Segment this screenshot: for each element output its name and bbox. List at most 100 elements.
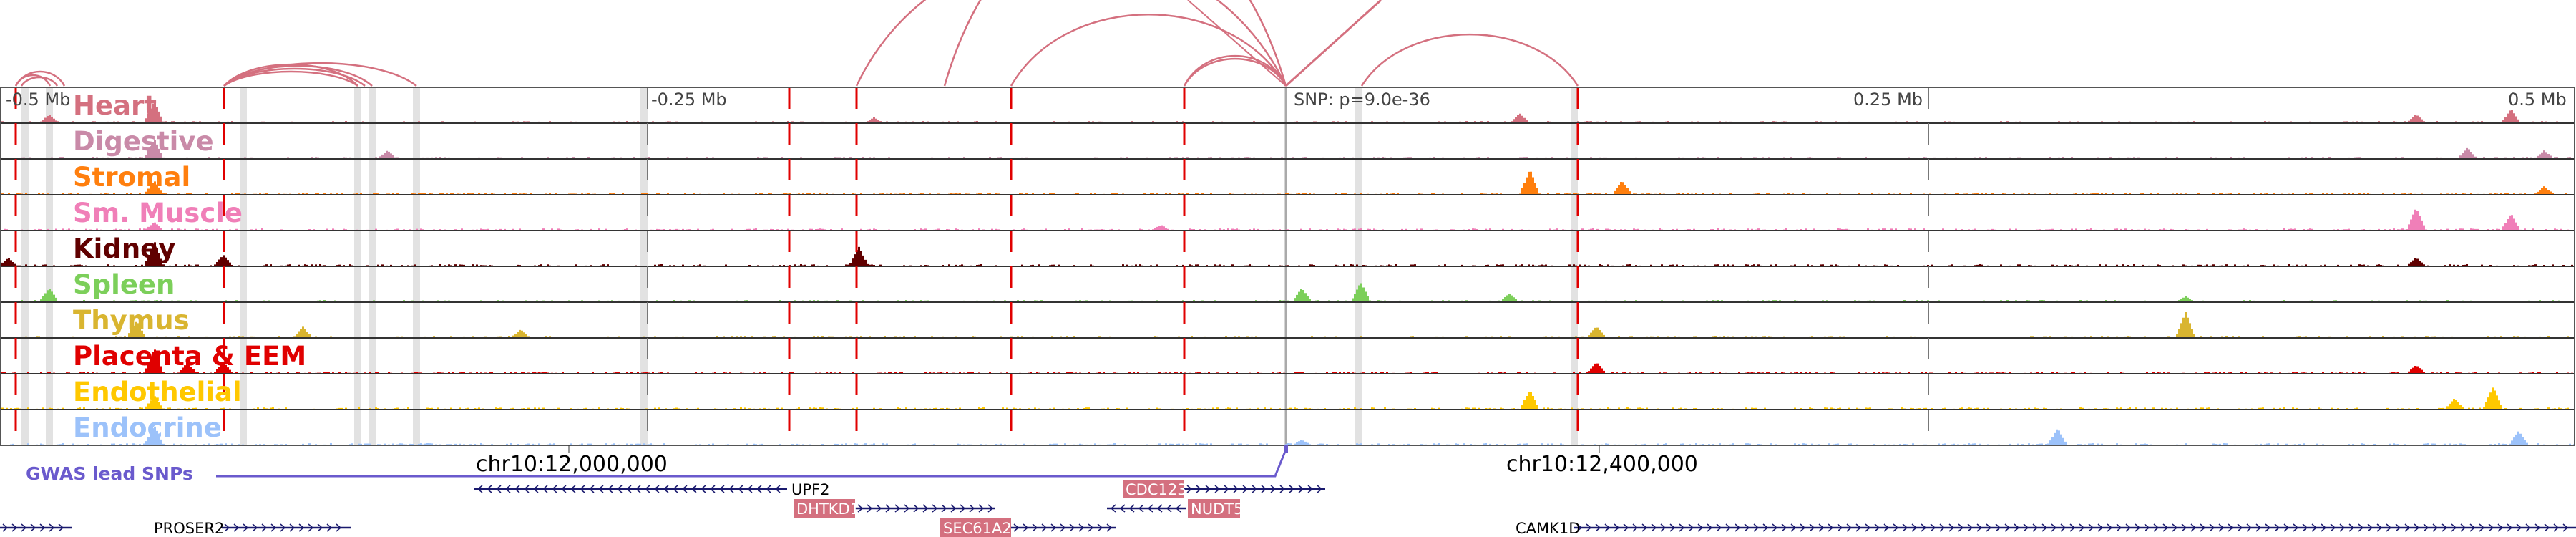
strand-arrow-icon xyxy=(1013,523,1020,532)
strand-arrow-icon xyxy=(1790,523,1797,532)
track-endothelial xyxy=(1,387,2575,410)
strand-arrow-icon xyxy=(2283,523,2290,532)
strand-arrow-icon xyxy=(1196,485,1202,493)
strand-arrow-icon xyxy=(2488,523,2494,532)
gene-label: SEC61A2 xyxy=(943,520,1012,537)
strand-arrow-icon xyxy=(2414,523,2420,532)
strand-arrow-icon xyxy=(1707,523,1713,532)
signal-area xyxy=(1,242,2575,266)
strand-arrow-icon xyxy=(774,485,781,493)
gene-nudt5[interactable]: NUDT5 xyxy=(1107,499,1243,518)
strand-arrow-icon xyxy=(2144,523,2150,532)
strand-arrow-icon xyxy=(2079,523,2085,532)
strand-arrow-icon xyxy=(1576,523,1583,532)
track-label: Spleen xyxy=(73,269,175,300)
strand-arrow-icon xyxy=(681,485,688,493)
strand-arrow-icon xyxy=(1958,523,1964,532)
gene-cdc123[interactable]: CDC123 xyxy=(1123,480,1325,498)
strand-arrow-icon xyxy=(1716,523,1722,532)
strand-arrow-icon xyxy=(579,485,585,493)
signal-area xyxy=(1,171,2575,195)
gene-label: CAMK1D xyxy=(1516,520,1580,537)
strand-arrow-icon xyxy=(504,485,511,493)
strand-arrow-icon xyxy=(1175,504,1181,513)
loop-arc[interactable] xyxy=(855,0,1287,87)
strand-arrow-icon xyxy=(1818,523,1825,532)
strand-arrow-icon xyxy=(2525,523,2532,532)
strand-arrow-icon xyxy=(1106,523,1113,532)
strand-arrow-icon xyxy=(765,485,771,493)
strand-arrow-icon xyxy=(1930,523,1936,532)
strand-arrow-icon xyxy=(1874,523,1880,532)
gwas-snp-marker[interactable] xyxy=(1284,445,1288,453)
loop-arc[interactable] xyxy=(1284,0,1382,87)
strand-arrow-icon xyxy=(289,523,296,532)
strand-arrow-icon xyxy=(2376,523,2383,532)
strand-arrow-icon xyxy=(560,485,567,493)
strand-arrow-icon xyxy=(588,485,595,493)
loop-arc[interactable] xyxy=(1183,58,1287,87)
strand-arrow-icon xyxy=(635,485,641,493)
gene-label: PROSER2 xyxy=(154,520,224,537)
strand-arrow-icon xyxy=(1242,485,1249,493)
strand-arrow-icon xyxy=(532,485,539,493)
strand-arrow-icon xyxy=(1270,485,1277,493)
strand-arrow-icon xyxy=(2386,523,2392,532)
signal-area xyxy=(1,312,2575,338)
strand-arrow-icon xyxy=(252,523,258,532)
gene-dhtkd1[interactable]: DHTKD1 xyxy=(794,499,995,518)
signal-area xyxy=(1,349,2575,374)
strand-arrow-icon xyxy=(1828,523,1834,532)
strand-arrow-icon xyxy=(2339,523,2346,532)
loop-arc[interactable] xyxy=(1187,0,1287,87)
strand-arrow-icon xyxy=(1050,523,1057,532)
strand-arrow-icon xyxy=(298,523,305,532)
gene-upf2[interactable]: UPF2 xyxy=(474,481,829,498)
track-digestive xyxy=(1,140,2575,160)
track-heart xyxy=(1,102,2575,124)
gene-label: CDC123 xyxy=(1126,481,1187,498)
strand-arrow-icon xyxy=(718,485,725,493)
strand-arrow-icon xyxy=(2544,523,2550,532)
strand-arrow-icon xyxy=(1289,485,1295,493)
track-label: Endothelial xyxy=(73,377,242,407)
signal-area xyxy=(1,283,2575,302)
loop-arc[interactable] xyxy=(20,76,59,87)
strand-arrow-icon xyxy=(1307,485,1314,493)
axis-label-right: 0.5 Mb xyxy=(2508,90,2567,110)
strand-arrow-icon xyxy=(1883,523,1890,532)
strand-arrow-icon xyxy=(1846,523,1853,532)
gene-sec61a2[interactable]: SEC61A2 xyxy=(940,518,1116,537)
gene-c3[interactable]: C3 xyxy=(0,520,72,537)
strand-arrow-icon xyxy=(317,523,323,532)
loop-arc[interactable] xyxy=(14,74,52,87)
axis-label-left: -0.5 Mb xyxy=(6,90,70,110)
gene-camk1d[interactable]: CAMK1D xyxy=(1516,520,2576,537)
track-label: Heart xyxy=(73,90,157,121)
signal-area xyxy=(1,102,2575,123)
strand-arrow-icon xyxy=(1298,485,1304,493)
signal-area xyxy=(1,426,2575,445)
strand-arrow-icon xyxy=(691,485,697,493)
strand-arrow-icon xyxy=(1078,523,1085,532)
loop-arc[interactable] xyxy=(1010,14,1287,87)
gene-highlight xyxy=(940,518,1011,537)
strand-arrow-icon xyxy=(2246,523,2253,532)
strand-arrow-icon xyxy=(2330,523,2336,532)
gwas-track-label: GWAS lead SNPs xyxy=(26,463,193,484)
strand-arrow-icon xyxy=(224,523,230,532)
loop-arc[interactable] xyxy=(1183,55,1287,87)
loop-arc[interactable] xyxy=(1360,34,1579,87)
strand-arrow-icon xyxy=(542,485,548,493)
strand-arrow-icon xyxy=(551,485,557,493)
loop-arc[interactable] xyxy=(223,70,358,87)
strand-arrow-icon xyxy=(2265,523,2271,532)
track-label: Sm. Muscle xyxy=(73,198,243,228)
loop-arc[interactable] xyxy=(943,0,1287,87)
strand-arrow-icon xyxy=(876,504,882,513)
strand-arrow-icon xyxy=(1233,485,1239,493)
strand-arrow-icon xyxy=(1865,523,1871,532)
gene-proser2[interactable]: PROSER2 xyxy=(154,520,351,537)
axis-label-mid-left: -0.25 Mb xyxy=(651,90,727,110)
